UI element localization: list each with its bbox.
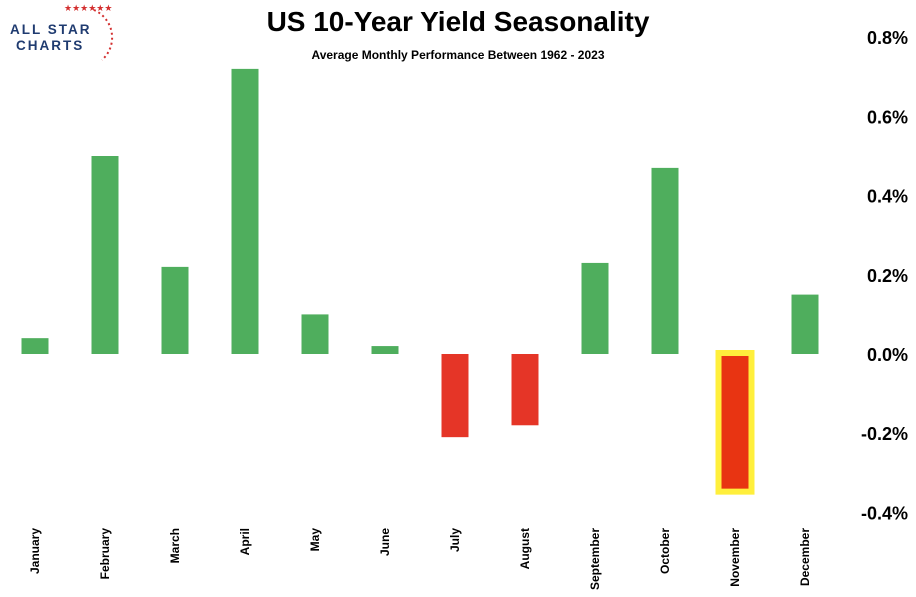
- x-label-july: July: [448, 528, 462, 552]
- x-label-march: March: [168, 528, 182, 563]
- chart-title: US 10-Year Yield Seasonality: [266, 6, 650, 37]
- x-label-february: February: [98, 528, 112, 580]
- x-label-june: June: [378, 528, 392, 556]
- x-label-august: August: [518, 528, 532, 569]
- logo-arc: [93, 9, 114, 61]
- y-tick-label: 0.8%: [867, 28, 908, 48]
- y-axis-ticks: 0.8% 0.6% 0.4% 0.2% 0.0% -0.2% -0.4%: [861, 28, 908, 523]
- bar-march: [161, 266, 189, 354]
- x-label-november: November: [728, 528, 742, 587]
- bar-may: [301, 314, 329, 354]
- y-tick-label: 0.6%: [867, 107, 908, 127]
- logo-text-line2: CHARTS: [16, 38, 85, 53]
- bar-november: [715, 350, 755, 495]
- y-tick-label: -0.4%: [861, 503, 908, 523]
- bar-january: [21, 338, 49, 354]
- x-label-december: December: [798, 528, 812, 586]
- x-label-january: January: [28, 528, 42, 574]
- x-label-may: May: [308, 528, 322, 552]
- bar-february: [91, 156, 119, 354]
- bar-september: [581, 262, 609, 354]
- x-axis-labels: January February March April May June July Augu…: [28, 528, 812, 590]
- all-star-charts-logo: ★★★★★★ ALL STAR CHARTS: [6, 4, 118, 68]
- bars-group: [21, 68, 819, 495]
- bar-june: [371, 346, 399, 354]
- logo-text-line1: ALL STAR: [10, 22, 92, 37]
- bar-april: [231, 68, 259, 354]
- chart-subtitle: Average Monthly Performance Between 1962…: [311, 48, 605, 62]
- bar-august: [511, 354, 539, 426]
- y-tick-label: 0.4%: [867, 187, 908, 207]
- x-label-october: October: [658, 528, 672, 574]
- y-tick-label: -0.2%: [861, 424, 908, 444]
- x-label-april: April: [238, 528, 252, 555]
- y-tick-label: 0.2%: [867, 266, 908, 286]
- bar-december: [791, 294, 819, 354]
- y-tick-label: 0.0%: [867, 345, 908, 365]
- logo-stars: ★★★★★★: [64, 4, 113, 14]
- bar-july: [441, 354, 469, 438]
- x-label-september: September: [588, 528, 602, 590]
- bar-october: [651, 167, 679, 354]
